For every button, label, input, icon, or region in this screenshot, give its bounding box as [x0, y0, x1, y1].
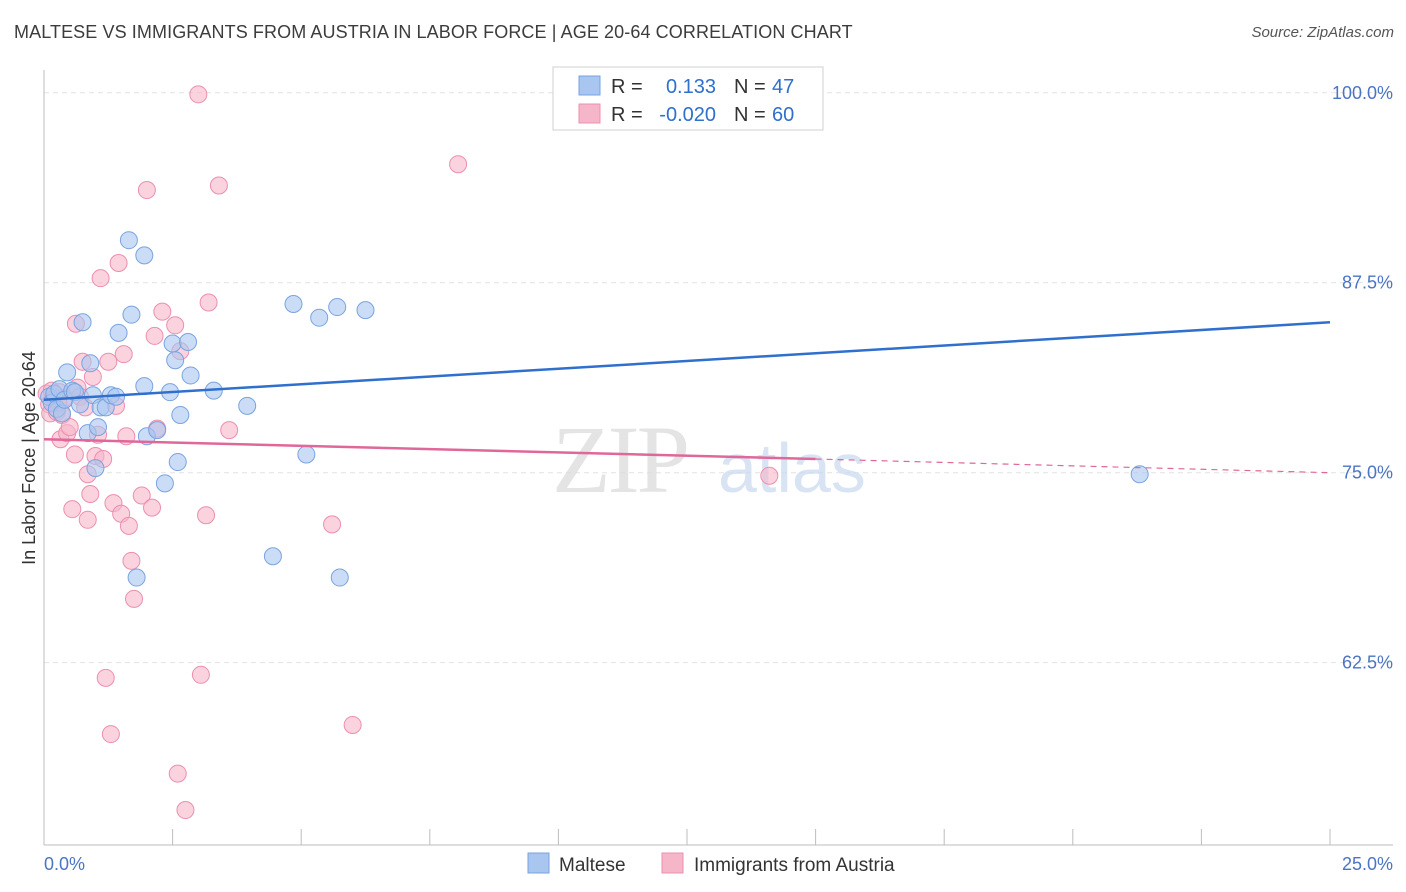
immigrants-point-11 [60, 418, 79, 437]
immigrants-point-13 [65, 445, 84, 464]
maltese-point-11 [73, 313, 92, 332]
trend-lines [43, 321, 1331, 474]
maltese-point-29 [155, 474, 174, 493]
immigrants-point-27 [96, 668, 115, 687]
maltese-point-13 [81, 354, 100, 373]
y-tick-labels: 100.0% 87.5% 75.0% 62.5% [1332, 83, 1393, 673]
immigrants-point-52 [199, 293, 218, 312]
bottom-legend-label-immigrants: Immigrants from Austria [694, 855, 895, 876]
immigrants-point-25 [91, 269, 110, 288]
immigrants-point-40 [137, 181, 156, 200]
maltese-point-33 [168, 453, 187, 472]
chart-title: MALTESE VS IMMIGRANTS FROM AUSTRIA IN LA… [14, 22, 853, 42]
bottom-legend-swatch-maltese [527, 852, 550, 874]
immigrants-point-49 [189, 85, 208, 104]
immigrants-point-38 [125, 589, 144, 608]
maltese-point-24 [127, 568, 146, 587]
immigrants-point-39 [132, 486, 151, 505]
immigrants-point-21 [81, 484, 100, 503]
y-tick-label-2: 75.0% [1342, 463, 1393, 483]
immigrants-point-48 [176, 801, 195, 820]
maltese-point-32 [166, 351, 185, 370]
watermark-zip: ZIP [552, 406, 687, 513]
gridlines [44, 92, 1393, 664]
immigrants-point-56 [343, 715, 362, 734]
maltese-point-31 [163, 334, 182, 353]
legend-n-label-immigrants: N = [734, 104, 766, 126]
legend-swatch-maltese [578, 75, 601, 96]
immigrants-point-34 [114, 345, 133, 364]
legend-r-label-maltese: R = [611, 76, 643, 98]
maltese-point-42 [310, 308, 329, 327]
immigrants-point-32 [109, 253, 128, 272]
maltese-point-10 [71, 395, 90, 414]
source-credit: Source: ZipAtlas.com [1251, 24, 1394, 41]
x-tick-label-max: 25.0% [1342, 854, 1393, 874]
maltese-point-25 [135, 246, 154, 265]
maltese-point-15 [86, 459, 105, 478]
maltese-point-7 [58, 363, 77, 382]
maltese-point-35 [179, 333, 198, 352]
immigrants-point-46 [168, 764, 187, 783]
legend-r-label-immigrants: R = [611, 104, 643, 126]
maltese-point-45 [356, 301, 375, 320]
immigrants-point-36 [119, 516, 138, 535]
watermark: ZIP atlas [552, 406, 866, 513]
maltese-point-41 [297, 445, 316, 464]
maltese-point-36 [181, 366, 200, 385]
immigrants-point-42 [145, 326, 164, 345]
legend-n-label-maltese: N = [734, 76, 766, 98]
immigrants-point-41 [143, 498, 162, 517]
maltese-point-21 [109, 323, 128, 342]
y-tick-label-3: 62.5% [1342, 653, 1393, 673]
maltese-point-23 [122, 305, 141, 324]
immigrants-point-19 [78, 510, 97, 529]
immigrants-point-12 [63, 500, 82, 519]
maltese-point-46 [1130, 465, 1149, 484]
maltese-point-22 [119, 231, 138, 250]
immigrants-point-28 [99, 352, 118, 371]
immigrants-point-50 [191, 665, 210, 684]
maltese-point-39 [263, 547, 282, 566]
trend-line-maltese [43, 321, 1331, 402]
maltese-point-38 [238, 396, 257, 415]
bottom-legend-swatch-immigrants [661, 852, 684, 874]
stats-legend: R = 0.133 N = 47 R = -0.020 N = 60 [552, 66, 824, 131]
x-tick-label-min: 0.0% [44, 854, 85, 874]
legend-r-value-immigrants: -0.020 [659, 104, 716, 126]
legend-n-value-immigrants: 60 [772, 104, 794, 126]
immigrants-point-37 [122, 551, 141, 570]
immigrants-point-55 [323, 515, 342, 534]
y-tick-label-1: 87.5% [1342, 273, 1393, 293]
maltese-point-44 [330, 568, 349, 587]
legend-r-value-maltese: 0.133 [666, 76, 716, 98]
maltese-point-28 [148, 421, 167, 440]
series-legend: Maltese Immigrants from Austria [527, 852, 895, 876]
immigrants-point-51 [197, 506, 216, 525]
bottom-legend-label-maltese: Maltese [559, 855, 626, 876]
axes [43, 70, 1393, 846]
y-axis-title: In Labor Force | Age 20-64 [19, 351, 39, 565]
immigrants-point-45 [166, 316, 185, 335]
trend-line-immigrants [43, 438, 816, 461]
maltese-point-16 [89, 418, 108, 437]
legend-swatch-immigrants [578, 103, 601, 124]
immigrants-point-57 [449, 155, 468, 174]
series-immigrants-from-austria [37, 85, 779, 820]
maltese-point-26 [135, 377, 154, 396]
watermark-atlas: atlas [718, 429, 866, 507]
legend-n-value-maltese: 47 [772, 76, 794, 98]
maltese-point-40 [284, 295, 303, 314]
immigrants-point-53 [209, 176, 228, 195]
immigrants-point-58 [760, 466, 779, 485]
maltese-point-43 [328, 298, 347, 317]
maltese-point-34 [171, 405, 190, 424]
trend-line-immigrants-extrapolated [815, 458, 1331, 474]
immigrants-point-54 [220, 421, 239, 440]
immigrants-point-44 [153, 302, 172, 321]
y-tick-label-0: 100.0% [1332, 83, 1393, 103]
immigrants-point-29 [101, 725, 120, 744]
